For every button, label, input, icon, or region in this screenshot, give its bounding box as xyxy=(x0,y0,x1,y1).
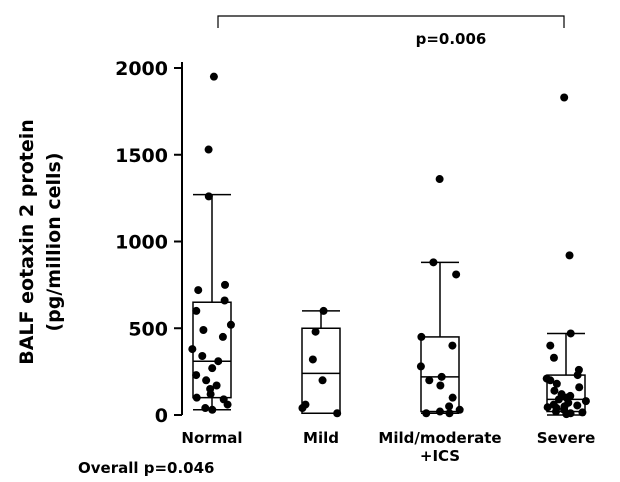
boxes xyxy=(192,193,586,416)
data-point xyxy=(202,376,211,385)
data-point xyxy=(575,383,584,392)
data-point xyxy=(550,386,559,395)
data-point xyxy=(437,372,446,381)
y-axis-label-line1: BALF eotaxin 2 protein xyxy=(16,119,38,365)
data-point xyxy=(308,355,317,364)
data-point xyxy=(543,403,552,412)
data-point xyxy=(218,332,227,341)
data-point xyxy=(425,376,434,385)
data-point xyxy=(199,325,208,334)
data-point xyxy=(573,371,582,380)
data-point xyxy=(551,407,560,416)
data-point xyxy=(208,364,217,373)
data-point xyxy=(445,409,454,418)
data-points xyxy=(188,72,590,419)
data-point xyxy=(565,251,574,260)
data-point xyxy=(192,393,201,402)
data-point xyxy=(546,376,555,385)
x-tick-label: Severe xyxy=(537,429,596,447)
data-point xyxy=(319,306,328,315)
data-point xyxy=(212,381,221,390)
p-value-label: p=0.006 xyxy=(416,30,487,48)
data-point xyxy=(214,357,223,366)
data-point xyxy=(311,327,320,336)
data-point xyxy=(318,376,327,385)
y-tick-label: 1500 xyxy=(115,145,168,167)
data-point xyxy=(578,408,587,417)
data-point xyxy=(448,393,457,402)
data-point xyxy=(554,395,563,404)
y-axis-label-line2: (pg/million cells) xyxy=(43,152,65,331)
data-point xyxy=(209,72,218,81)
data-point xyxy=(573,401,582,410)
data-point xyxy=(445,402,454,411)
x-tick-label: Mild/moderate xyxy=(378,429,501,447)
data-point xyxy=(333,409,342,418)
box xyxy=(192,301,232,399)
data-point xyxy=(455,405,464,414)
x-tick-label: Mild xyxy=(303,429,339,447)
data-point xyxy=(188,345,197,354)
data-point xyxy=(560,93,569,102)
axes: 0 500 1000 1500 2000 xyxy=(115,58,183,427)
data-point xyxy=(194,286,203,295)
data-point xyxy=(435,175,444,184)
data-point xyxy=(206,390,215,399)
data-point xyxy=(546,341,555,350)
data-point xyxy=(429,258,438,267)
data-point xyxy=(226,320,235,329)
data-point xyxy=(298,404,307,413)
y-tick-label: 0 xyxy=(155,405,168,427)
data-point xyxy=(549,353,558,362)
data-point xyxy=(201,404,210,413)
box xyxy=(301,327,341,415)
data-point xyxy=(552,379,561,388)
data-point xyxy=(192,306,201,315)
data-point xyxy=(581,397,590,406)
data-point xyxy=(562,410,571,419)
y-tick-label: 2000 xyxy=(115,58,168,80)
data-point xyxy=(198,352,207,361)
y-tick-label: 500 xyxy=(128,318,168,340)
data-point xyxy=(208,405,217,414)
data-point xyxy=(435,407,444,416)
data-point xyxy=(417,332,426,341)
data-point xyxy=(566,329,575,338)
x-tick-label: +ICS xyxy=(420,447,460,465)
data-point xyxy=(204,192,213,201)
data-point xyxy=(448,341,457,350)
data-point xyxy=(223,400,232,409)
x-tick-label: Normal xyxy=(181,429,242,447)
data-point xyxy=(221,280,230,289)
overall-p-value: Overall p=0.046 xyxy=(78,459,214,477)
data-point xyxy=(192,371,201,380)
data-point xyxy=(204,145,213,154)
y-tick-label: 1000 xyxy=(115,232,168,254)
data-point xyxy=(452,270,461,279)
data-point xyxy=(436,381,445,390)
significance-bracket xyxy=(217,15,565,28)
labels: BALF eotaxin 2 protein (pg/million cells)… xyxy=(16,15,596,477)
data-point xyxy=(422,409,431,418)
data-point xyxy=(416,362,425,371)
data-point xyxy=(220,296,229,305)
